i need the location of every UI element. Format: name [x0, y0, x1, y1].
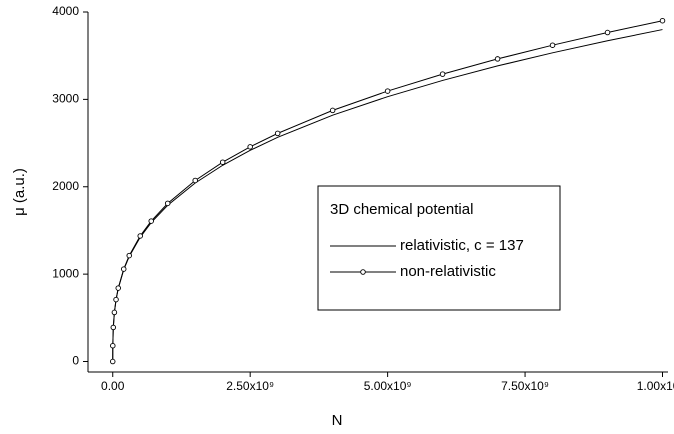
data-point	[494, 56, 501, 62]
data-point	[137, 233, 143, 239]
series-line	[112, 20, 663, 362]
legend-label: non-relativistic	[400, 263, 496, 280]
data-point	[164, 200, 171, 207]
data-point	[115, 285, 121, 291]
y-axis-label: μ (a.u.)	[11, 168, 28, 216]
data-point	[126, 252, 132, 259]
data-point	[111, 309, 118, 316]
x-tick-label: 0.00	[101, 379, 125, 393]
y-tick-label: 2000	[52, 179, 79, 193]
data-point	[110, 342, 116, 349]
data-point	[247, 144, 253, 150]
data-point	[384, 88, 391, 94]
legend-box	[317, 185, 561, 311]
y-tick-label: 0	[72, 354, 79, 368]
legend-label: relativistic, c = 137	[400, 237, 524, 254]
data-point	[274, 130, 281, 137]
x-tick-label: 7.50x10⁹	[501, 379, 549, 393]
legend-title: 3D chemical potential	[330, 201, 473, 218]
data-point	[192, 177, 198, 184]
y-tick-label: 3000	[52, 92, 79, 106]
data-point	[120, 266, 127, 272]
x-tick-label: 5.00x10⁹	[364, 379, 412, 393]
data-point	[109, 358, 116, 365]
data-point	[439, 71, 446, 77]
y-tick-label: 4000	[52, 4, 79, 18]
data-point	[148, 218, 154, 224]
data-point	[604, 29, 611, 36]
data-point	[549, 42, 556, 48]
x-axis-label: N	[332, 412, 343, 429]
legend-marker	[360, 269, 366, 275]
data-point	[113, 296, 119, 303]
x-tick-label: 1.00x10¹⁰	[637, 379, 674, 393]
data-point	[659, 17, 666, 24]
y-tick-label: 1000	[52, 266, 79, 280]
data-point	[219, 159, 226, 165]
x-tick-label: 2.50x10⁹	[226, 379, 274, 393]
data-point	[329, 107, 336, 114]
data-point	[110, 324, 117, 331]
